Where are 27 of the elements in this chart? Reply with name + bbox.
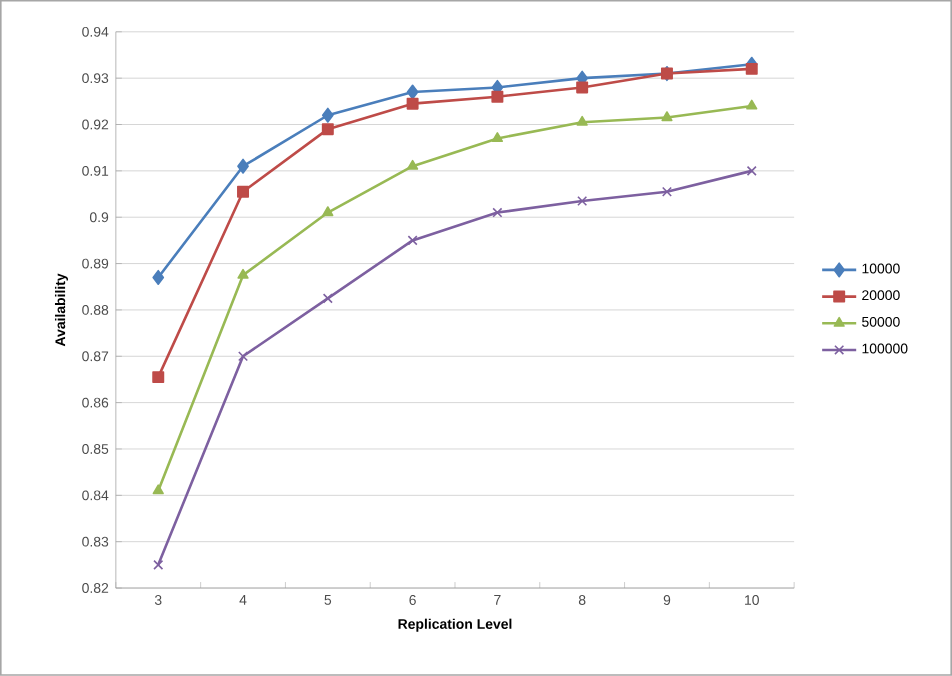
point (407, 235, 418, 246)
point (576, 115, 588, 126)
point (152, 371, 165, 384)
point (492, 207, 503, 218)
point (238, 351, 249, 362)
point (152, 269, 165, 286)
point (491, 90, 504, 103)
point (321, 107, 334, 123)
point (577, 196, 588, 207)
point (406, 84, 419, 100)
point (153, 559, 164, 570)
point (745, 62, 758, 75)
point (322, 293, 333, 304)
point (576, 81, 589, 94)
point (152, 484, 164, 495)
point (322, 206, 334, 217)
point (746, 99, 758, 110)
point (237, 185, 250, 198)
point (746, 165, 757, 176)
point (661, 186, 672, 197)
point (237, 158, 249, 174)
point (406, 97, 419, 110)
point (237, 268, 249, 279)
point (406, 159, 419, 170)
point (491, 132, 504, 143)
point (661, 111, 673, 122)
point (321, 123, 334, 136)
